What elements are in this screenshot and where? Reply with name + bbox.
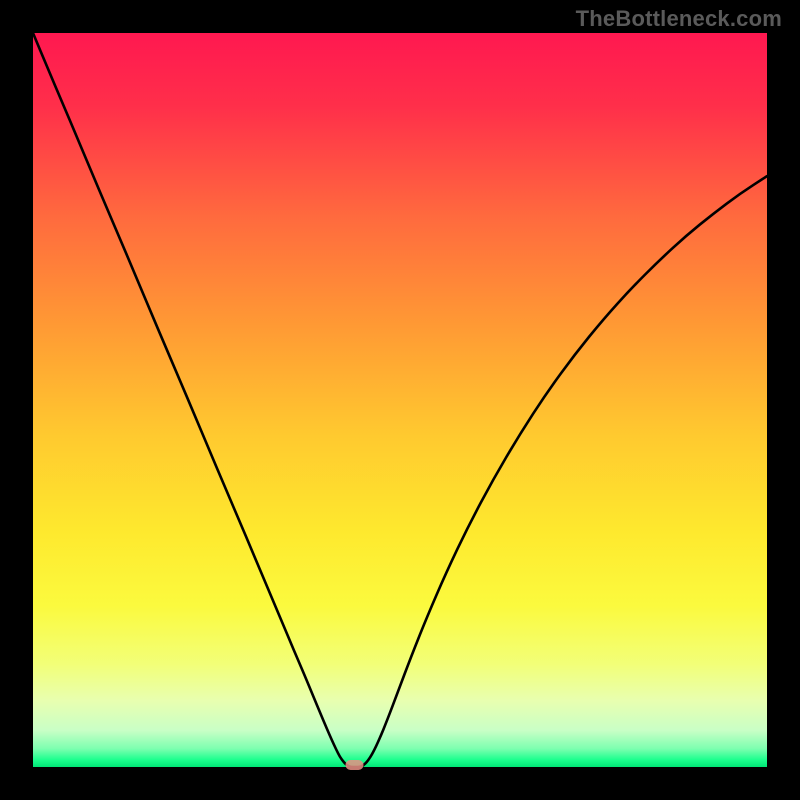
plot-gradient-area [33, 33, 767, 767]
bottleneck-chart [0, 0, 800, 800]
watermark-text: TheBottleneck.com [576, 6, 782, 32]
chart-container: TheBottleneck.com [0, 0, 800, 800]
minimum-marker [345, 760, 363, 770]
